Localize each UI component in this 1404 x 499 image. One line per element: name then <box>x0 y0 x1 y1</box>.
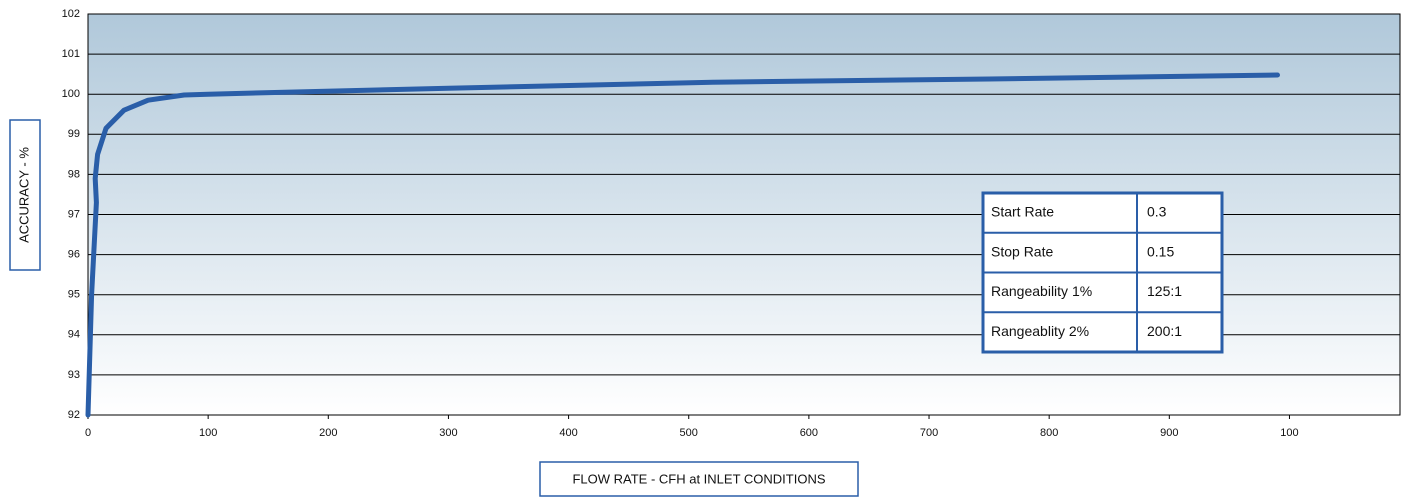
y-tick-label: 93 <box>68 369 80 381</box>
x-tick-label: 0 <box>85 427 91 439</box>
y-tick-label: 102 <box>62 8 80 20</box>
y-tick-label: 94 <box>68 329 80 341</box>
y-tick-label: 100 <box>62 88 80 100</box>
y-tick-label: 97 <box>68 208 80 220</box>
x-tick-label: 400 <box>559 427 577 439</box>
y-label-box <box>9 119 41 271</box>
y-tick-label: 99 <box>68 128 80 140</box>
x-tick-label: 600 <box>800 427 818 439</box>
x-tick-label: 100 <box>1280 427 1298 439</box>
y-tick-label: 92 <box>68 409 80 421</box>
table-value: 0.15 <box>1147 243 1174 259</box>
x-tick-label: 100 <box>199 427 217 439</box>
x-tick-label: 200 <box>319 427 337 439</box>
table-value: 125:1 <box>1147 283 1182 299</box>
table-label: Rangeablity 2% <box>991 323 1089 339</box>
table-value: 0.3 <box>1147 204 1167 220</box>
x-label-box <box>539 461 859 497</box>
y-tick-label: 98 <box>68 168 80 180</box>
table-label: Rangeability 1% <box>991 283 1092 299</box>
x-tick-label: 900 <box>1160 427 1178 439</box>
x-axis-label: FLOW RATE - CFH at INLET CONDITIONS <box>572 471 825 486</box>
table-value: 200:1 <box>1147 323 1182 339</box>
data-line <box>85 72 1280 418</box>
y-axis-label: ACCURACY - % <box>16 147 31 243</box>
x-tick-label: 700 <box>920 427 938 439</box>
x-tick-label: 500 <box>680 427 698 439</box>
table-label: Stop Rate <box>991 243 1053 259</box>
plot-border <box>87 13 1401 416</box>
x-tick-label: 800 <box>1040 427 1058 439</box>
y-tick-label: 96 <box>68 249 80 261</box>
table-label: Start Rate <box>991 204 1054 220</box>
x-tick-label: 300 <box>439 427 457 439</box>
y-tick-label: 95 <box>68 289 80 301</box>
y-tick-label: 101 <box>62 48 80 60</box>
